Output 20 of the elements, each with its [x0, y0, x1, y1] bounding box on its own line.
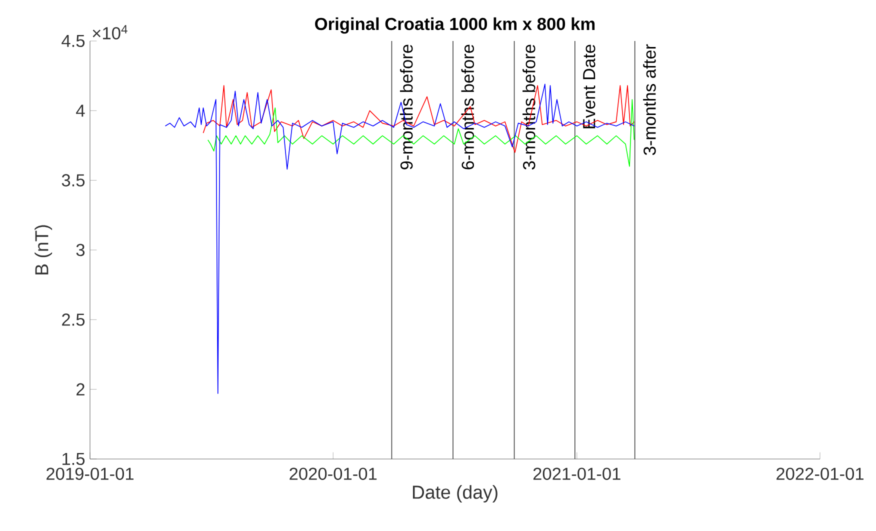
- y-tick-label: 4.5: [62, 34, 85, 48]
- y-tick-label: 1.5: [62, 452, 85, 466]
- y-axis-title: B (nT): [34, 225, 52, 274]
- x-tick-label: 2021-01-01: [533, 468, 620, 480]
- x-tick-label: 2022-01-01: [776, 468, 864, 480]
- y-tick-label: 3.5: [62, 174, 85, 186]
- y-tick-label: 2.5: [62, 314, 85, 326]
- x-tick-label: 2020-01-01: [290, 468, 377, 480]
- chart-title: Original Croatia 1000 km x 800 km: [315, 17, 595, 34]
- y-tick-label: 4: [76, 104, 85, 117]
- ref-line-label: 3-months after: [643, 44, 656, 156]
- x-axis-title: Date (day): [412, 485, 498, 503]
- x-tick-label: 2019-01-01: [46, 468, 134, 480]
- ref-line-label: 9-months before: [400, 44, 413, 170]
- ref-line-label: Event Date: [583, 44, 596, 128]
- ref-line-label: 3-months before: [522, 44, 536, 170]
- text: ×10$^{4}$: [92, 25, 128, 40]
- ref-line-label: 6-months before: [461, 44, 474, 170]
- y-tick-label: 2: [76, 383, 84, 396]
- y-tick-label: 3: [76, 244, 85, 256]
